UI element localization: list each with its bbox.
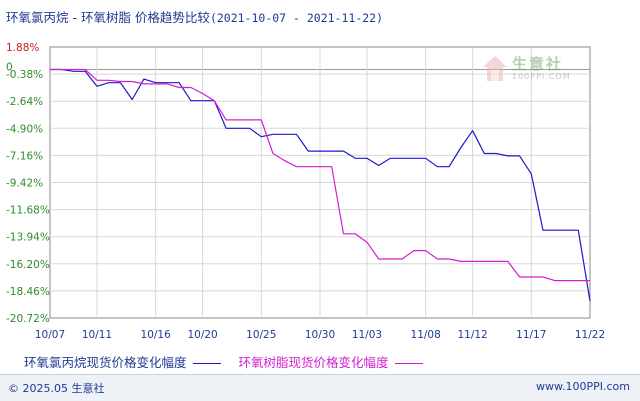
chart-legend: 环氧氯丙烷现货价格变化幅度 环氧树脂现货价格变化幅度 (24, 352, 437, 371)
y-tick-label: -18.46% (6, 286, 50, 298)
footer-copyright: © 2025.05 生意社 (8, 382, 105, 395)
y-tick-label: -16.20% (6, 259, 50, 271)
y-tick-label: 1.88% (6, 42, 39, 54)
house-logo-icon (483, 56, 507, 81)
y-tick-label: -9.42% (6, 178, 43, 190)
x-tick-label: 10/30 (305, 329, 335, 341)
chart-title: 环氧氯丙烷 - 环氧树脂 价格趋势比较(2021-10-07 - 2021-11… (6, 7, 383, 26)
page-footer: © 2025.05 生意社 www.100PPI.com (0, 374, 640, 401)
watermark-logo: 生意社 100PPI.COM (482, 52, 578, 88)
x-tick-label: 11/17 (516, 329, 546, 341)
legend-swatch-series2 (394, 363, 423, 364)
x-tick-label: 10/11 (82, 329, 112, 341)
y-tick-label: -13.94% (6, 232, 50, 244)
watermark-text: 生意社 (512, 55, 564, 73)
y-tick-label: -20.72% (6, 313, 50, 325)
y-tick-label: -4.90% (6, 123, 43, 135)
x-tick-label: 10/07 (35, 329, 65, 341)
legend-label-series1: 环氧氯丙烷现货价格变化幅度 (24, 355, 187, 370)
legend-swatch-series1 (192, 363, 221, 364)
x-tick-label: 11/08 (411, 329, 441, 341)
chart-title-range: (2021-10-07 - 2021-11-22) (209, 11, 384, 25)
chart-title-main: 环氧氯丙烷 - 环氧树脂 价格趋势比较 (6, 10, 210, 25)
y-tick-label: -11.68% (6, 205, 50, 217)
x-tick-label: 10/16 (141, 329, 172, 341)
legend-item-series1: 环氧氯丙烷现货价格变化幅度 (24, 352, 221, 371)
x-tick-label: 10/25 (246, 329, 276, 341)
x-tick-label: 11/12 (457, 329, 487, 341)
series-line-1 (50, 68, 591, 302)
legend-item-series2: 环氧树脂现货价格变化幅度 (239, 352, 423, 371)
series-line-2 (50, 68, 590, 282)
y-tick-label: -7.16% (6, 150, 43, 162)
x-tick-label: 11/22 (575, 329, 605, 341)
zero-tick-label: 0 (6, 62, 13, 74)
watermark-url: 100PPI.COM (512, 72, 571, 81)
y-tick-label: -0.38% (6, 69, 43, 81)
y-tick-label: -2.64% (6, 96, 43, 108)
x-tick-label: 10/20 (187, 329, 217, 341)
x-tick-label: 11/03 (352, 329, 382, 341)
legend-label-series2: 环氧树脂现货价格变化幅度 (238, 355, 389, 370)
footer-site-link[interactable]: www.100PPI.com (536, 380, 630, 393)
